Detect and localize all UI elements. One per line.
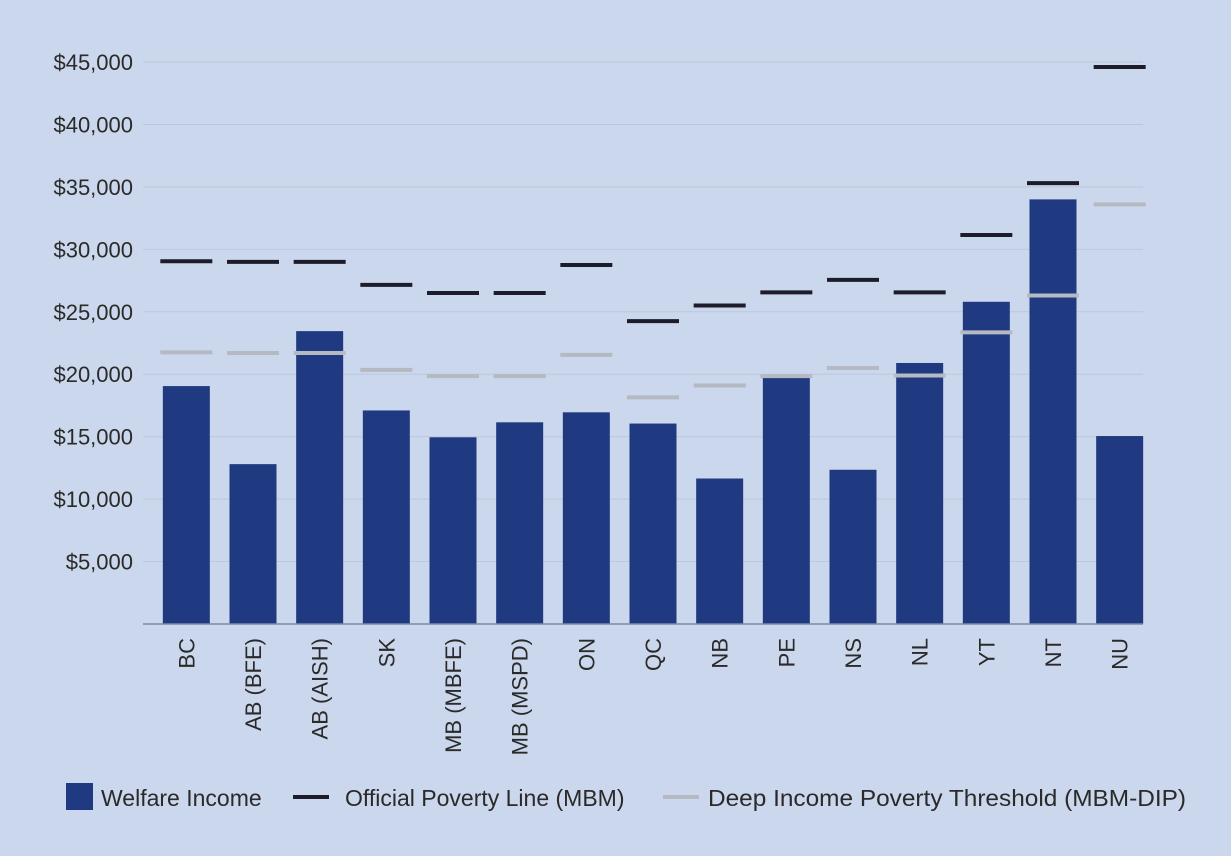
x-category-label: QC [641,638,666,671]
x-category-label: SK [374,638,399,668]
y-tick-label: $30,000 [53,237,133,262]
x-category-label: AB (AISH) [308,638,333,739]
bar-mb-mbfe [429,437,477,624]
y-tick-label: $25,000 [53,300,133,325]
y-tick-label: $15,000 [53,425,133,450]
legend-label-mbm: Official Poverty Line (MBM) [345,785,624,811]
x-category-label: BC [174,638,199,669]
bar-ab-bfe [229,464,277,624]
x-category-label: NT [1041,638,1066,667]
bar-nu [1096,436,1144,624]
bar-on [562,412,610,624]
x-category-label: NU [1108,638,1133,670]
legend-label-welfare: Welfare Income [101,785,262,811]
deep-poverty-threshold-markers [160,202,1146,400]
bar-pe [762,376,810,624]
bar-ab-aish [296,331,344,624]
x-category-label: MB (MSPD) [508,638,533,755]
bar-mb-mspd [496,422,544,624]
welfare-income-bars [162,199,1144,624]
y-tick-label: $20,000 [53,362,133,387]
bar-ns [829,469,877,624]
bar-nl [896,362,944,624]
x-category-label: NL [908,638,933,666]
x-category-label: AB (BFE) [241,638,266,731]
x-category-label: NS [841,638,866,669]
bar-nt [1029,199,1077,624]
legend-label-dip: Deep Income Poverty Threshold (MBM-DIP) [708,785,1186,811]
y-tick-label: $10,000 [53,487,133,512]
y-axis-tick-labels: $5,000 $10,000 $15,000 $20,000 $25,000 $30,00… [53,50,133,575]
bar-qc [629,423,677,624]
x-category-label: NB [708,638,733,669]
bar-nb [696,478,744,624]
legend-swatch-welfare [66,783,93,810]
bar-sk [362,410,410,624]
y-tick-label: $5,000 [66,550,133,575]
official-poverty-line-markers [160,64,1146,324]
y-tick-label: $35,000 [53,175,133,200]
x-category-label: PE [774,638,799,667]
x-category-label: MB (MBFE) [441,638,466,753]
y-tick-label: $40,000 [53,112,133,137]
x-category-label: YT [974,638,999,666]
legend: Welfare Income Official Poverty Line (MBM… [66,783,1186,811]
x-axis-category-labels: BC AB (BFE) AB (AISH) SK MB (MBFE) MB (MSPD) O… [174,638,1132,756]
bar-bc [162,386,210,624]
bar-yt [962,301,1010,624]
y-tick-label: $45,000 [53,50,133,75]
x-category-label: ON [574,638,599,671]
